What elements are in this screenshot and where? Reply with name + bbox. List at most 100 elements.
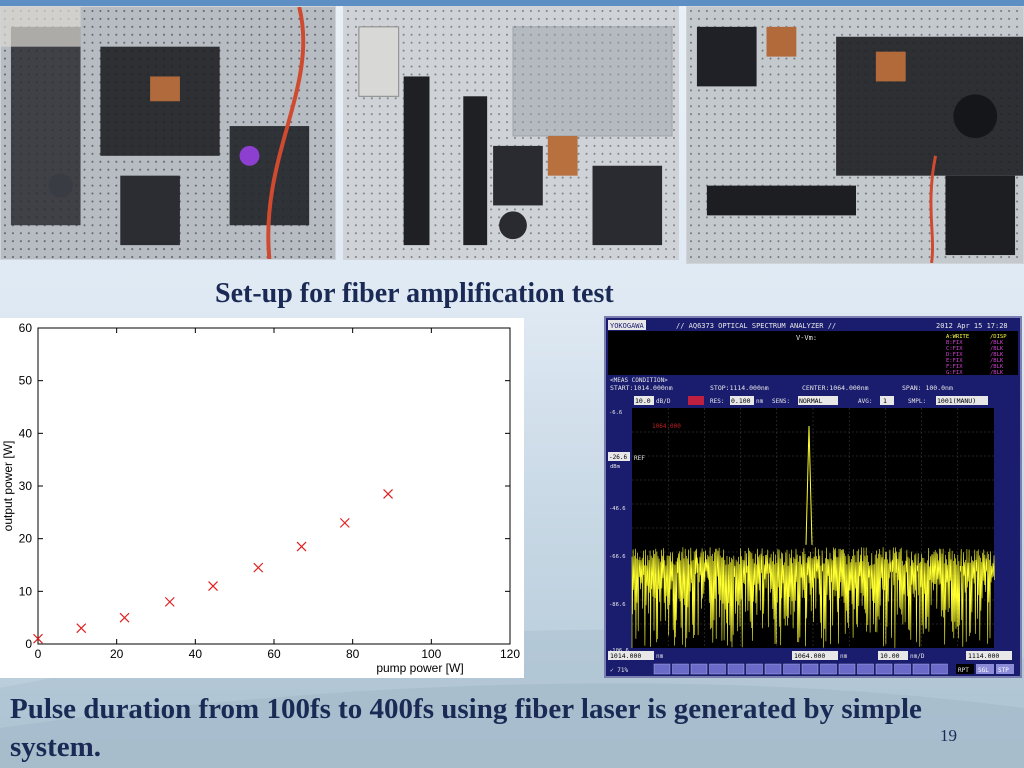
osa-y-level: -6.6 [609, 410, 622, 416]
osa-x-div: 10.00 [880, 652, 900, 660]
osa-x-stop: 1114.000 [968, 652, 999, 660]
lab-photo-middle [343, 6, 679, 260]
osa-function-key[interactable] [746, 663, 763, 675]
osa-avg-label: AVG: [858, 398, 872, 405]
osa-x-center-unit: nm [840, 653, 848, 660]
data-point [208, 581, 218, 591]
osa-res-unit: nm [756, 398, 764, 405]
osa-function-key[interactable] [820, 663, 837, 675]
osa-res: 0.100 [731, 397, 751, 405]
osa-span: SPAN: 100.0nm [902, 384, 953, 392]
osa-function-key[interactable] [912, 663, 930, 675]
output-vs-pump-plot: 0 20 40 60 80 100 120 0 10 20 30 40 50 60 pump power… [0, 318, 524, 678]
osa-function-key[interactable] [857, 663, 874, 675]
osa-trace-state: /BLK [990, 364, 1004, 370]
osa-stop: STOP:1114.000nm [710, 384, 769, 392]
optical-spectrum-analyzer-screen: YOKOGAWA // AQ6373 OPTICAL SPECTRUM ANAL… [604, 316, 1022, 678]
x-axis-label: pump power [W] [376, 661, 463, 675]
osa-function-key[interactable] [653, 663, 671, 675]
osa-trace-label: G:FIX [946, 370, 963, 376]
osa-x-start-unit: nm [656, 653, 664, 660]
top-accent-bar [0, 0, 1024, 6]
lab-photo-left [0, 6, 336, 260]
data-point [119, 612, 130, 623]
y-tick-label: 50 [19, 374, 33, 388]
osa-function-key[interactable] [690, 663, 708, 675]
data-point [296, 541, 307, 552]
x-tick-label: 80 [346, 647, 360, 661]
osa-x-center: 1064.000 [794, 652, 825, 660]
osa-trace-label: C:FIX [946, 346, 963, 352]
osa-cond-label: <MEAS CONDITION> [610, 377, 668, 384]
y-tick-label: 20 [19, 532, 33, 546]
y-tick-label: 60 [19, 321, 33, 335]
osa-start: START:1014.000nm [610, 384, 673, 392]
x-tick-label: 40 [189, 647, 203, 661]
osa-sens: NORMAL [799, 397, 823, 405]
osa-trace-label: E:FIX [946, 358, 963, 364]
osa-function-key[interactable] [727, 663, 745, 675]
osa-function-key[interactable] [931, 663, 948, 675]
osa-trace-state: /BLK [990, 358, 1004, 364]
data-point [253, 562, 264, 573]
osa-brand: YOKOGAWA [610, 322, 645, 330]
osa-y-level: -66.6 [609, 554, 626, 560]
osa-trace-state: /BLK [990, 370, 1004, 376]
osa-function-key[interactable] [894, 663, 911, 675]
data-point [33, 633, 43, 644]
osa-trace-label: B:FIX [946, 340, 963, 346]
osa-ref-level: -26.6 [609, 454, 627, 461]
osa-sens-label: SENS: [772, 398, 790, 405]
lab-photo-right [686, 6, 1024, 264]
summary-text: Pulse duration from 100fs to 400fs using… [10, 693, 922, 763]
osa-function-key[interactable] [672, 663, 689, 675]
x-tick-label: 60 [267, 647, 281, 661]
osa-softkey-sgl[interactable]: SGL [978, 667, 989, 674]
osa-smpl: 1001(MANU) [937, 397, 976, 405]
osa-function-key[interactable] [801, 663, 819, 675]
osa-trace-state: /BLK [990, 346, 1004, 352]
setup-caption: Set-up for fiber amplification test [215, 278, 614, 309]
osa-scale-unit: dB/D [656, 398, 671, 405]
osa-avg: 1 [883, 397, 887, 405]
osa-function-key[interactable] [838, 663, 856, 675]
osa-y-level: -86.6 [609, 602, 626, 608]
osa-x-start: 1014.000 [610, 652, 641, 660]
osa-trace-label: A:WRITE [946, 334, 969, 340]
osa-ref-unit: dBm [610, 464, 621, 470]
osa-trace-state: /BLK [990, 352, 1004, 358]
osa-footer-left: ✓ 71% [610, 667, 628, 674]
y-tick-label: 10 [19, 584, 33, 598]
osa-function-key[interactable] [783, 663, 800, 675]
y-axis-label: output power [W] [1, 441, 15, 532]
plot-area-frame [37, 327, 511, 645]
scatter-chart: 0 20 40 60 80 100 120 0 10 20 30 40 50 60 pump power… [1, 321, 520, 675]
osa-title: // AQ6373 OPTICAL SPECTRUM ANALYZER // [676, 322, 836, 330]
osa-function-key[interactable] [875, 663, 893, 675]
y-tick-label: 30 [19, 479, 33, 493]
osa-peak-readout: 1064.000 [652, 423, 681, 430]
x-tick-label: 100 [421, 647, 441, 661]
osa-trace-state: /BLK [990, 340, 1004, 346]
osa-res-label: RES: [710, 398, 724, 405]
x-tick-label: 20 [110, 647, 124, 661]
osa-smpl-label: SMPL: [908, 398, 926, 405]
osa-trace-label: F:FIX [946, 364, 963, 370]
osa-trace-label: D:FIX [946, 352, 963, 358]
osa-trace-state: /DISP [990, 334, 1007, 340]
osa-function-key[interactable] [764, 663, 782, 675]
osa-scale: 10.0 [635, 397, 651, 405]
osa-softkey-rpt[interactable]: RPT [958, 667, 969, 674]
x-tick-label: 0 [35, 647, 42, 661]
osa-function-key[interactable] [709, 663, 726, 675]
y-tick-label: 0 [25, 637, 32, 651]
x-tick-label: 120 [500, 647, 520, 661]
osa-marker-label: V-Vm: [796, 334, 817, 342]
osa-datetime: 2012 Apr 15 17:28 [936, 322, 1008, 330]
page-number: 19 [940, 726, 957, 745]
osa-softkey-stp[interactable]: STP [998, 667, 1009, 674]
osa-spectrum-trace [631, 425, 995, 648]
osa-center: CENTER:1064.000nm [802, 384, 869, 392]
osa-ref-tag: REF [634, 455, 645, 462]
osa-x-div-unit: nm/D [910, 653, 925, 660]
